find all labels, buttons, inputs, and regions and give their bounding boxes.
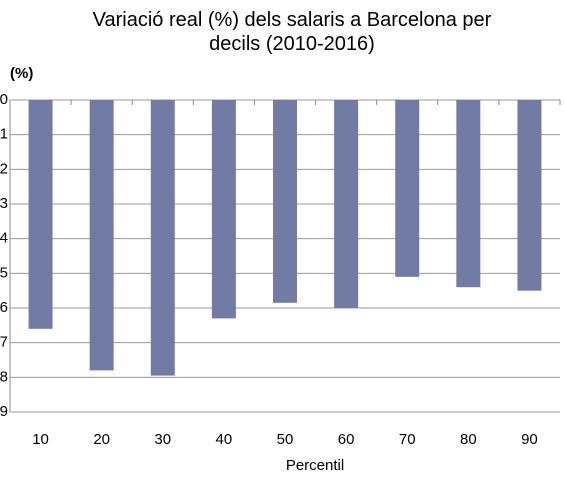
x-tick-label: 90 [521, 431, 538, 448]
y-tick-label: -4 [0, 230, 8, 247]
y-tick-label: 0 [0, 91, 8, 108]
y-tick-label: -9 [0, 403, 8, 420]
y-tick-label: -2 [0, 160, 8, 177]
bar [395, 100, 420, 277]
x-tick-label: 20 [93, 431, 110, 448]
x-tick-label: 40 [216, 431, 233, 448]
chart-title: Variació real (%) dels salaris a Barcelo… [92, 9, 492, 55]
bar [89, 100, 114, 371]
y-tick-label: -8 [0, 368, 8, 385]
x-tick-label: 10 [32, 431, 49, 448]
y-tick-label: -7 [0, 334, 8, 351]
bar [28, 100, 53, 329]
x-tick-label: 80 [460, 431, 477, 448]
y-tick-label: -6 [0, 299, 8, 316]
x-tick-label: 30 [154, 431, 171, 448]
y-tick-label: -1 [0, 126, 8, 143]
bar [273, 100, 297, 303]
y-unit-label: (%) [10, 65, 33, 82]
x-tick-label: 70 [399, 431, 416, 448]
bar [334, 100, 359, 308]
y-tick-label: -3 [0, 195, 8, 212]
y-tick-label: -5 [0, 264, 8, 281]
x-axis-label: Percentil [286, 457, 344, 474]
bar [456, 100, 481, 288]
bar [211, 100, 236, 319]
bar [150, 100, 175, 376]
bar [517, 100, 542, 291]
x-tick-label: 60 [338, 431, 355, 448]
x-tick-label: 50 [277, 431, 294, 448]
